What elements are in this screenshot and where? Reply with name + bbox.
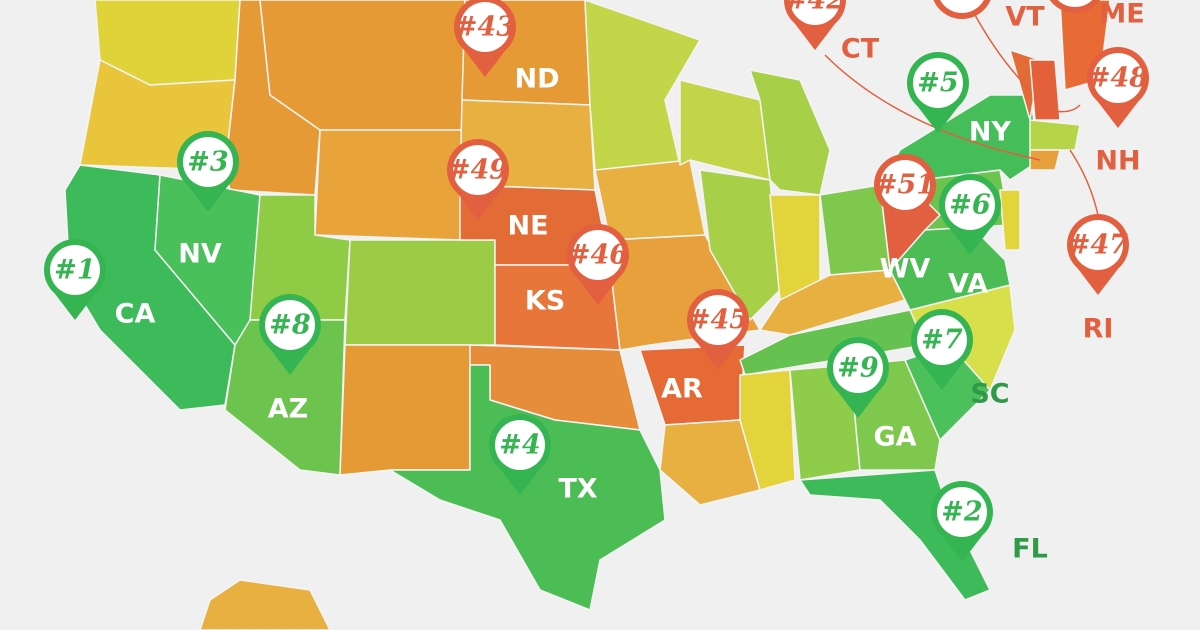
pin: #6 <box>939 174 1001 255</box>
leader-line <box>824 54 1041 161</box>
pin: #5 <box>907 52 969 133</box>
pin: #4 <box>489 414 551 495</box>
pin: #43 <box>454 0 516 77</box>
pin-face <box>880 160 930 210</box>
rank-label: #49 <box>448 155 508 186</box>
pin-face <box>940 0 984 13</box>
state-label: VA <box>948 269 988 300</box>
state-label: RI <box>1083 314 1114 345</box>
pin-face <box>945 180 995 230</box>
pin: #42 <box>784 0 846 50</box>
state-label: AR <box>661 374 703 405</box>
state-la <box>659 419 761 506</box>
pin-face <box>693 295 743 345</box>
state-label: FL <box>1012 534 1048 565</box>
state-label: NH <box>1095 146 1140 177</box>
leader-lines <box>824 14 1099 216</box>
state-wy <box>314 129 466 241</box>
state-label: ME <box>1099 0 1144 30</box>
rank-label: #45 <box>688 305 748 336</box>
state-ak <box>199 579 331 630</box>
pin: #49 <box>447 139 509 220</box>
state-mt <box>259 0 471 131</box>
state-label: NE <box>507 211 548 242</box>
pin: #51 <box>874 154 936 235</box>
rank-label: #3 <box>187 147 228 178</box>
state-label: ND <box>514 64 559 95</box>
pin-face <box>453 145 503 195</box>
state-az <box>224 319 346 476</box>
state-label: AZ <box>268 394 308 425</box>
rank-label: #42 <box>785 0 845 16</box>
pin-face <box>833 343 883 393</box>
pin: #45 <box>687 289 749 370</box>
state-label: TX <box>558 474 597 505</box>
pin-face <box>265 300 315 350</box>
pin-face <box>183 137 233 187</box>
rank-label: #47 <box>1068 230 1128 261</box>
state-label: NV <box>178 239 222 270</box>
state-label: GA <box>873 422 916 453</box>
rank-label: #48 <box>1088 63 1148 94</box>
leader-line <box>1049 104 1081 113</box>
pin-face <box>790 0 840 25</box>
pin-face <box>917 315 967 365</box>
rank-label: #8 <box>269 310 311 341</box>
pin-face <box>913 58 963 108</box>
cropped-pins: VT ME <box>933 0 1145 33</box>
state-label: CT <box>841 34 880 65</box>
state-label: SC <box>970 379 1009 410</box>
pin-face <box>1057 0 1093 7</box>
state-label: CA <box>115 299 156 330</box>
pin: #46 <box>567 224 629 305</box>
pin-face <box>50 245 100 295</box>
state-label: KS <box>525 286 565 317</box>
rank-label: #9 <box>837 353 879 384</box>
state-mi <box>749 69 831 196</box>
rank-label: #5 <box>917 68 958 99</box>
rank-label: #4 <box>499 430 540 461</box>
pin: #1 <box>44 239 106 320</box>
pin: #47 <box>1067 214 1129 295</box>
state-ct <box>1029 149 1061 171</box>
pin-face <box>460 2 510 52</box>
pin-face <box>573 230 623 280</box>
state-co <box>344 239 496 346</box>
pin: #8 <box>259 294 321 375</box>
state-wi <box>679 79 771 181</box>
state-ms <box>739 369 796 491</box>
state-label: NY <box>969 117 1012 148</box>
pin-face <box>495 420 545 470</box>
pin: #2 <box>931 481 993 562</box>
state-label: VT <box>1005 2 1045 33</box>
state-ma <box>1029 119 1081 151</box>
pin-face <box>937 487 987 537</box>
rank-label: #2 <box>941 497 982 528</box>
state-nj <box>999 189 1021 251</box>
pin: #9 <box>827 337 889 418</box>
rank-label: #43 <box>455 12 515 43</box>
state-nm <box>339 344 471 476</box>
rank-label: #7 <box>921 325 963 356</box>
rank-label: #1 <box>54 255 95 286</box>
leader-line <box>974 14 1031 91</box>
state-label: WV <box>880 254 931 285</box>
pin-face <box>1093 53 1143 103</box>
pin-face <box>1073 220 1123 270</box>
pins: #1 CA #2 FL #3 NV #4 TX #5 NY #6 VA #7SC #8 AZ #9 GA #42 C… <box>44 0 1149 565</box>
pin: #48 <box>1087 47 1149 128</box>
rank-label: #46 <box>568 240 628 271</box>
rank-label: #51 <box>875 170 935 201</box>
pin: #7 <box>911 309 973 390</box>
rank-label: #6 <box>949 190 991 221</box>
state-il <box>699 169 781 321</box>
states <box>64 0 1111 630</box>
state-nh <box>1029 59 1061 121</box>
leader-line <box>1069 149 1099 216</box>
pin: #3 <box>177 131 239 212</box>
